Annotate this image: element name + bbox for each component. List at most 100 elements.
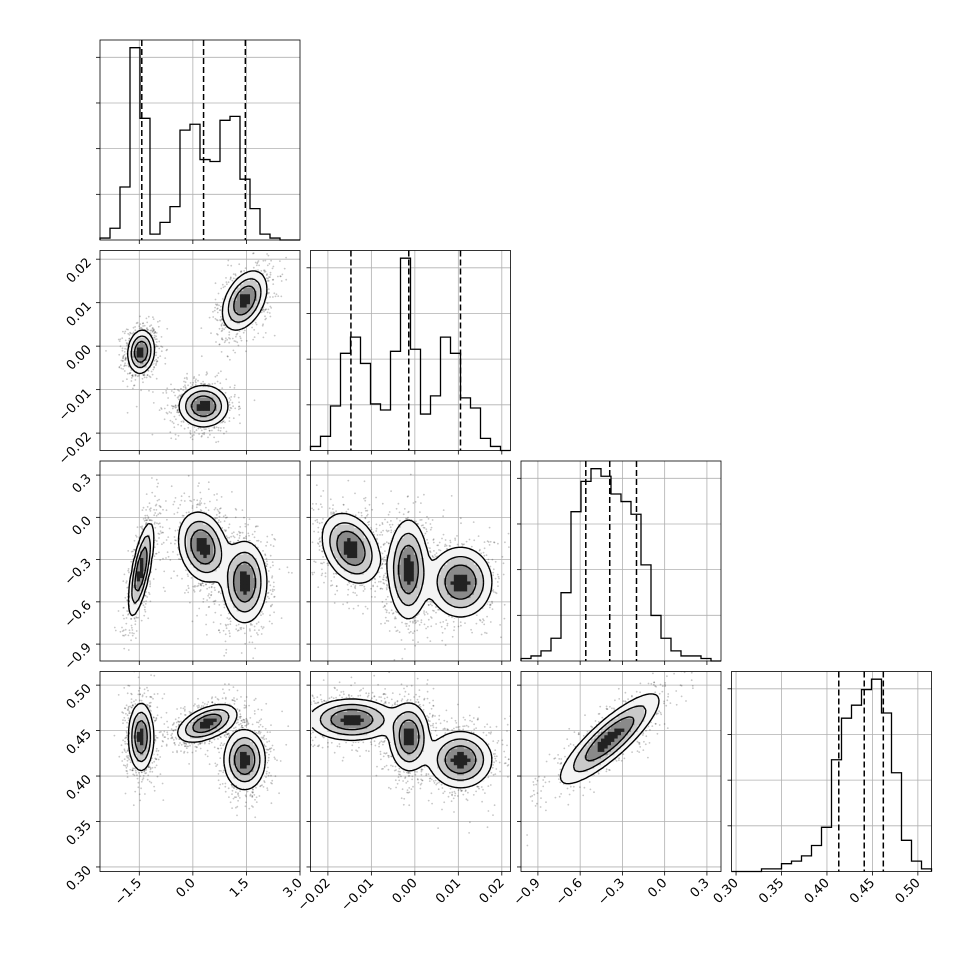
scatter-point <box>227 526 230 529</box>
scatter-point <box>227 623 229 626</box>
density-cell <box>250 571 254 575</box>
density-cell <box>260 297 264 301</box>
scatter-point <box>193 434 195 436</box>
density-cell <box>250 293 254 298</box>
density-cell <box>263 577 268 582</box>
scatter-point <box>191 507 194 509</box>
scatter-point <box>135 405 138 408</box>
scatter-point <box>170 542 172 545</box>
scatter-point <box>223 520 226 523</box>
scatter-point <box>214 507 217 509</box>
scatter-point <box>223 606 226 609</box>
scatter-point <box>242 331 245 334</box>
density-cell <box>210 567 214 572</box>
density-cell <box>203 403 208 408</box>
scatter-point <box>145 509 148 511</box>
density-cell <box>243 320 248 325</box>
scatter-point <box>220 614 222 617</box>
scatter-point <box>199 491 202 494</box>
scatter-point <box>158 512 161 514</box>
density-cell <box>253 287 258 291</box>
scatter-point <box>169 419 172 422</box>
scatter-point <box>178 414 181 417</box>
scatter-point <box>173 391 175 394</box>
density-cell <box>133 333 138 338</box>
scatter-point <box>187 587 190 590</box>
scatter-point <box>187 575 190 577</box>
density-cell <box>206 400 211 405</box>
scatter-point <box>237 629 240 632</box>
contour-lines <box>127 270 268 428</box>
scatter-point <box>258 629 260 631</box>
density-cell <box>206 393 211 398</box>
density-cell <box>196 423 201 428</box>
density-cell <box>233 323 238 328</box>
scatter-point <box>146 374 149 376</box>
scatter-point <box>171 407 174 410</box>
scatter-point <box>125 342 128 344</box>
scatter-point <box>251 533 254 536</box>
scatter-point <box>224 514 227 517</box>
density-cell <box>230 567 234 572</box>
density-cell <box>243 594 248 599</box>
scatter-point <box>228 341 231 344</box>
scatter-point <box>127 569 130 572</box>
scatter-point <box>151 477 153 479</box>
scatter-point <box>163 418 166 421</box>
scatter-point <box>228 523 231 526</box>
scatter-point <box>154 345 157 348</box>
scatter-point <box>126 344 128 347</box>
histogram-bars-2 <box>520 468 721 662</box>
density-cell <box>236 597 241 602</box>
scatter-point <box>226 338 229 341</box>
scatter-point <box>174 497 177 499</box>
scatter-point <box>130 380 133 382</box>
density-cell <box>250 577 254 582</box>
scatter-point <box>254 321 257 324</box>
scatter-point <box>232 273 235 275</box>
scatter-point <box>228 401 231 404</box>
density-cell <box>243 323 248 328</box>
scatter-point <box>234 340 237 343</box>
scatter-point <box>265 544 267 547</box>
density-cell <box>133 591 138 595</box>
density-cell <box>240 601 244 605</box>
scatter-point <box>176 511 179 514</box>
scatter-point <box>218 590 220 593</box>
density-cell <box>180 397 184 401</box>
scatter-point <box>218 327 221 330</box>
scatter-point <box>264 315 266 318</box>
density-cell <box>233 597 238 602</box>
panel-frame <box>520 460 722 662</box>
density-cell <box>236 317 241 321</box>
scatter-point <box>156 485 159 488</box>
scatter-point <box>150 324 153 326</box>
scatter-point <box>123 364 126 367</box>
scatter-point <box>189 499 192 502</box>
scatter-point <box>235 624 238 627</box>
scatter-point <box>160 532 163 534</box>
scatter-point <box>147 315 150 318</box>
scatter-point <box>218 511 221 514</box>
density-cell <box>250 300 254 305</box>
scatter-point <box>264 554 267 557</box>
density-cell <box>193 413 198 418</box>
density-cell <box>246 604 251 609</box>
scatter-point <box>227 259 230 262</box>
scatter-point <box>157 523 160 525</box>
density-cell <box>136 584 141 589</box>
scatter-point <box>240 270 242 273</box>
scatter-point <box>283 267 286 270</box>
density-cell <box>206 420 211 425</box>
density-cell <box>233 614 238 619</box>
scatter-point <box>145 523 147 525</box>
density-cell <box>180 400 184 405</box>
scatter-point <box>191 384 194 386</box>
scatter-point <box>225 517 227 519</box>
scatter-point <box>134 620 137 622</box>
scatter-point <box>244 642 247 645</box>
scatter-point <box>234 516 237 519</box>
scatter-point <box>190 500 193 503</box>
scatter-point <box>261 324 264 327</box>
scatter-point <box>176 574 179 577</box>
